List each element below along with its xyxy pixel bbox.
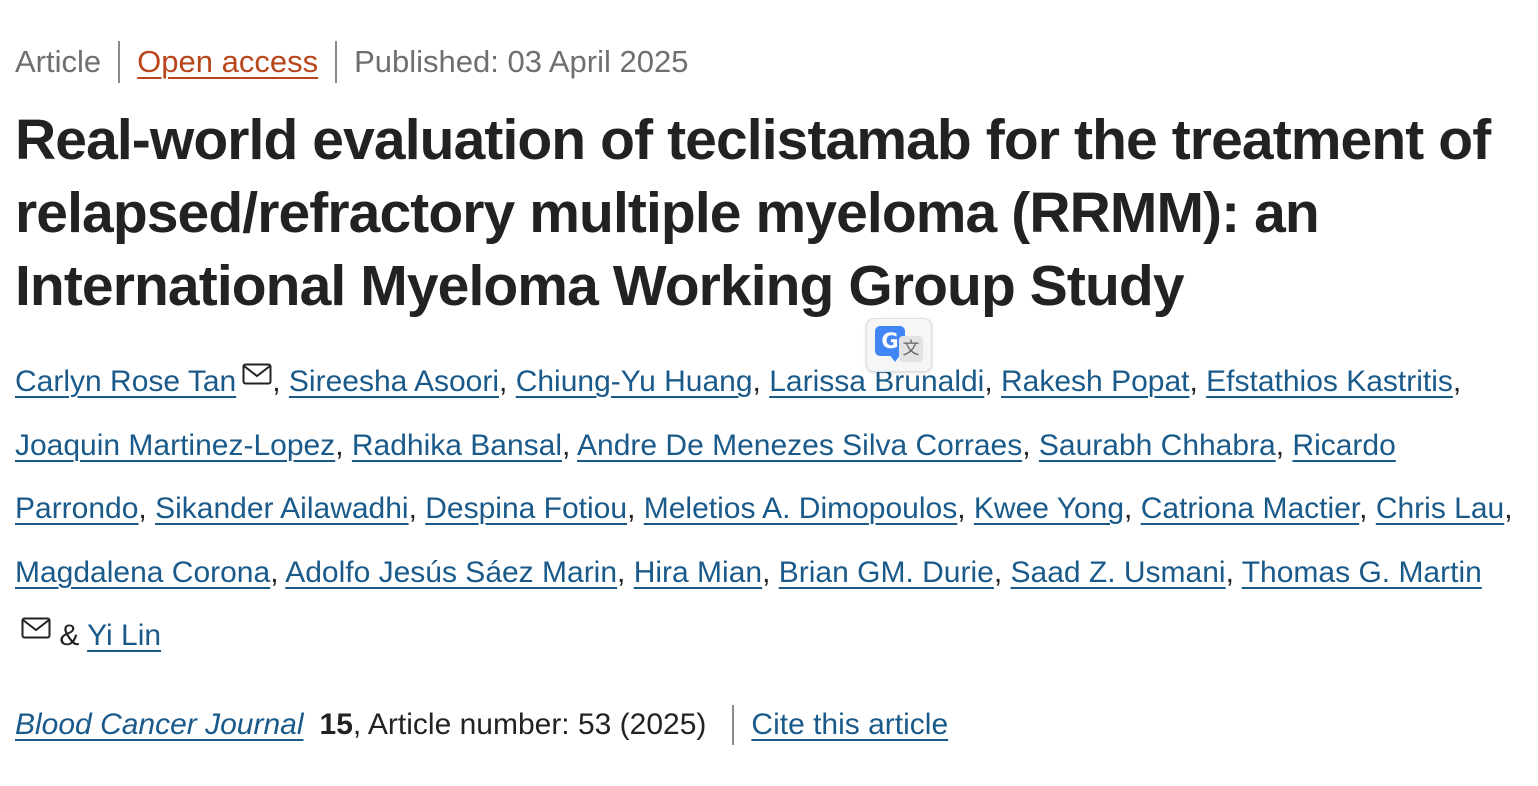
author-separator: , bbox=[1124, 492, 1141, 525]
translate-wen-glyph: 文 bbox=[899, 336, 923, 362]
author-link[interactable]: Chris Lau bbox=[1375, 492, 1505, 525]
author-link[interactable]: Rakesh Popat bbox=[1001, 365, 1190, 398]
author-separator: , bbox=[752, 365, 770, 398]
author-link[interactable]: Meletios A. Dimopoulos bbox=[643, 492, 958, 525]
author-link[interactable]: Saurabh Chhabra bbox=[1038, 428, 1276, 462]
author-link[interactable]: Efstathios Kastritis bbox=[1206, 365, 1453, 398]
email-icon[interactable] bbox=[21, 598, 51, 662]
author-separator: , bbox=[1022, 428, 1039, 462]
author-separator: , bbox=[335, 428, 352, 462]
author-link[interactable]: Sikander Ailawadhi bbox=[155, 492, 409, 525]
author-link[interactable]: Adolfo Jesús Sáez Marin bbox=[285, 555, 618, 589]
author-separator: & bbox=[51, 619, 88, 652]
author-link[interactable]: Yi Lin bbox=[87, 619, 162, 652]
author-separator: , bbox=[1504, 492, 1513, 525]
author-separator: , bbox=[408, 492, 426, 525]
author-link[interactable]: Saad Z. Usmani bbox=[1010, 555, 1226, 589]
journal-volume: 15 bbox=[319, 708, 353, 741]
author-separator: , bbox=[1359, 492, 1376, 525]
author-separator: , bbox=[562, 428, 578, 462]
author-separator: , bbox=[138, 492, 156, 525]
author-link[interactable]: Chiung-Yu Huang bbox=[515, 365, 753, 398]
author-separator: , bbox=[984, 365, 1002, 398]
author-link[interactable]: Kwee Yong bbox=[973, 492, 1125, 525]
citation-row: Blood Cancer Journal 15 , Article number… bbox=[15, 703, 948, 747]
article-type: Article bbox=[15, 44, 102, 79]
author-link[interactable]: Radhika Bansal bbox=[351, 428, 562, 462]
author-link[interactable]: Brian GM. Durie bbox=[778, 555, 994, 589]
author-separator: , bbox=[762, 555, 779, 589]
article-title: Real-world evaluation of teclistamab for… bbox=[15, 108, 1491, 318]
cite-article-link[interactable]: Cite this article bbox=[751, 708, 949, 741]
author-separator: , bbox=[1189, 365, 1207, 398]
meta-divider bbox=[118, 41, 121, 83]
author-list: Carlyn Rose Tan, Sireesha Asoori, Chiung… bbox=[15, 350, 1515, 668]
author-link[interactable]: Sireesha Asoori bbox=[288, 365, 500, 398]
author-link[interactable]: Carlyn Rose Tan bbox=[15, 365, 237, 398]
author-link[interactable]: Ricardo Parrondo bbox=[15, 428, 1396, 526]
article-number: , Article number: 53 (2025) bbox=[352, 708, 707, 741]
author-separator: , bbox=[957, 492, 974, 525]
article-meta: Article Open access Published: 03 April … bbox=[15, 40, 688, 84]
published-date: Published: 03 April 2025 bbox=[354, 44, 689, 79]
author-separator: , bbox=[1275, 428, 1293, 462]
author-link[interactable]: Joaquin Martinez-Lopez bbox=[15, 428, 336, 462]
author-link[interactable]: Andre De Menezes Silva Corraes bbox=[577, 428, 1023, 462]
author-link[interactable]: Thomas G. Martin bbox=[1241, 555, 1482, 589]
author-separator: , bbox=[1452, 365, 1462, 398]
author-separator: , bbox=[993, 555, 1011, 589]
author-separator: , bbox=[499, 365, 516, 398]
open-access-link[interactable]: Open access bbox=[137, 44, 319, 79]
author-link[interactable]: Hira Mian bbox=[633, 555, 763, 589]
author-link[interactable]: Magdalena Corona bbox=[15, 555, 271, 589]
author-separator: , bbox=[270, 555, 286, 589]
google-translate-icon[interactable]: G 文 bbox=[866, 318, 932, 372]
citation-divider bbox=[732, 705, 735, 745]
meta-divider bbox=[335, 41, 338, 83]
author-separator: , bbox=[627, 492, 644, 525]
author-link[interactable]: Despina Fotiou bbox=[425, 492, 628, 525]
translate-bubble-tail bbox=[889, 354, 901, 362]
author-separator: , bbox=[272, 365, 289, 398]
journal-link[interactable]: Blood Cancer Journal bbox=[15, 708, 304, 741]
author-separator: , bbox=[1225, 555, 1242, 589]
author-separator: , bbox=[617, 555, 634, 589]
email-icon[interactable] bbox=[242, 344, 272, 408]
author-link[interactable]: Catriona Mactier bbox=[1140, 492, 1360, 525]
